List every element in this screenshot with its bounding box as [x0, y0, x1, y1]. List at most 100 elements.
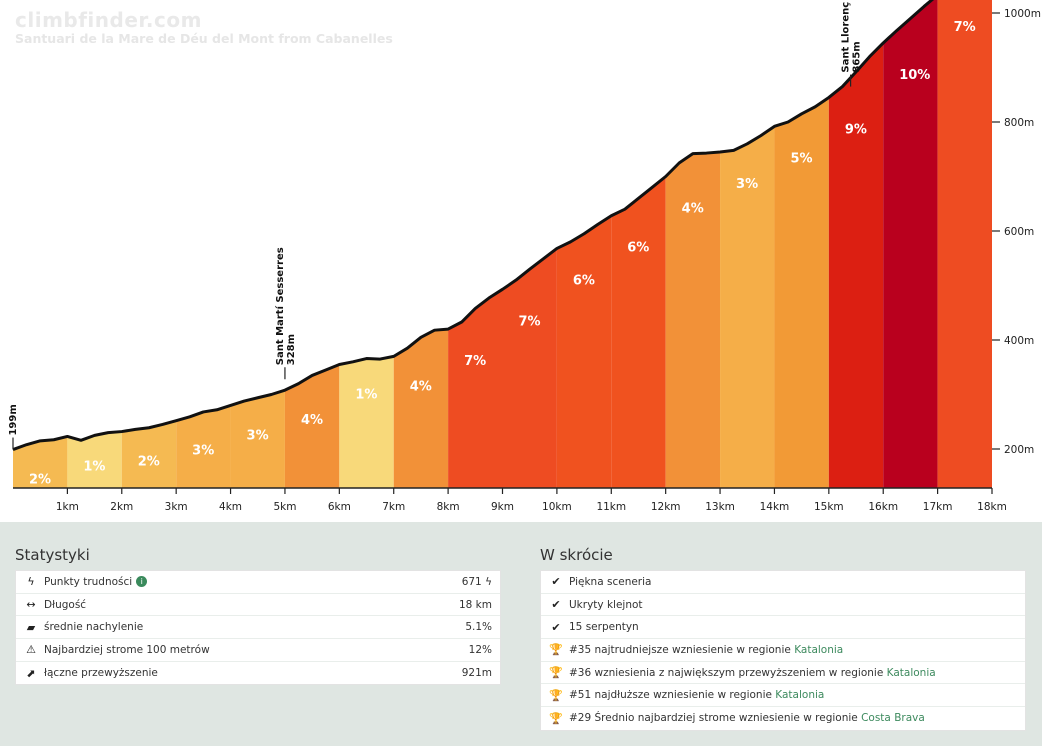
summary-row: 🏆 #51 najdłuższe wzniesienie w regionie K… [541, 684, 1025, 708]
region-link[interactable]: Costa Brava [861, 712, 925, 725]
gradient-segment-12 [611, 176, 666, 488]
check-icon: ✔ [551, 598, 561, 612]
elevation-profile-line [12, 0, 935, 451]
trophy-icon: 🏆 [549, 666, 563, 680]
brand-logo: climbfinder.com [15, 8, 202, 32]
summary-row: 🏆 #35 najtrudniejsze wzniesienie w region… [541, 639, 1025, 662]
ruler-icon: ▰ [26, 620, 36, 634]
x-tick-label: 11km [596, 501, 626, 513]
summary-row: ✔ Ukryty klejnot [541, 594, 1025, 617]
summary-row-text: #36 wzniesienia z największym przewyższe… [569, 666, 936, 679]
x-tick-label: 7km [382, 501, 405, 513]
y-tick-label: 200m [1004, 444, 1034, 456]
stats-row-label: Najbardziej strome 100 metrów [44, 643, 210, 656]
stats-section: Statystyki ϟ Punkty trudności i 671 ϟ ↔ Długo… [0, 522, 1042, 746]
arrows-horizontal-icon: ↔ [26, 598, 36, 612]
summary-row: ✔ 15 serpentyn [541, 616, 1025, 640]
segment-gradient-label: 7% [519, 314, 541, 329]
segment-gradient-label: 9% [845, 122, 867, 137]
segment-gradient-label: 5% [790, 151, 812, 166]
gradient-segment-9 [448, 289, 503, 488]
stats-title: Statystyki [15, 546, 90, 564]
y-tick-label: 400m [1004, 335, 1034, 347]
annotation-label: Sant Llorenç de Sous [841, 0, 852, 73]
annotation-label: Sant Martí Sesserres [274, 247, 286, 365]
gradient-segment-17 [883, 0, 938, 488]
segment-gradient-label: 7% [464, 354, 486, 369]
summary-row-text: #29 Średnio najbardziej strome wzniesien… [569, 712, 925, 725]
stats-row-label: Punkty trudności i [44, 576, 462, 588]
stats-row: ⚠ Najbardziej strome 100 metrów 12% [16, 639, 500, 662]
y-tick-label: 600m [1004, 226, 1034, 238]
annotation-label: 199m [8, 404, 19, 435]
check-icon: ✔ [551, 575, 561, 589]
stats-panel: Statystyki ϟ Punkty trudności i 671 ϟ ↔ Długo… [15, 542, 501, 686]
gradient-segment-4 [176, 405, 231, 488]
gradient-segment-18 [937, 0, 992, 488]
lightning-icon: ϟ [27, 575, 35, 589]
info-icon[interactable]: i [136, 576, 148, 588]
stats-row-value: 12% [468, 643, 492, 656]
stats-row: ϟ Punkty trudności i 671 ϟ [16, 571, 500, 594]
region-link[interactable]: Katalonia [794, 643, 844, 656]
segment-gradient-label: 3% [192, 444, 214, 459]
x-tick-label: 6km [328, 501, 351, 513]
gradient-segment-11 [556, 215, 612, 489]
gradient-segment-13 [665, 151, 721, 488]
x-tick-label: 17km [923, 501, 953, 513]
stats-row-label: Długość [44, 598, 87, 611]
gradient-segment-2 [67, 431, 122, 488]
segment-gradient-label: 7% [954, 20, 976, 35]
gradient-segment-6 [284, 364, 340, 488]
gradient-segment-16 [828, 42, 884, 488]
chart-line-icon: ⬈ [26, 666, 36, 680]
gradient-segment-3 [121, 420, 177, 488]
trophy-icon: 🏆 [549, 711, 563, 725]
gradient-segment-7 [339, 356, 394, 488]
x-tick-label: 16km [868, 501, 898, 513]
stats-row-value: 5.1% [465, 621, 492, 634]
stats-row-value: 921m [461, 667, 492, 680]
segment-gradient-label: 10% [899, 68, 930, 83]
x-tick-label: 14km [760, 501, 790, 513]
x-tick-label: 3km [165, 501, 188, 513]
segment-gradient-label: 2% [29, 473, 51, 488]
segment-gradient-label: 3% [736, 177, 758, 192]
summary-row: 🏆 #36 wzniesienia z największym przewyższ… [541, 662, 1025, 685]
gradient-segment-8 [393, 329, 449, 488]
elevation-profile-svg: 2% 1% 2% 3% 3% 4% 1% 4% 7% 7% 6% 6% 4% 3% 5% 9% 10% 7% 1k… [8, 0, 1041, 513]
trophy-icon: 🏆 [549, 688, 563, 702]
summary-row: ✔ Piękna sceneria [541, 571, 1025, 594]
check-icon: ✔ [551, 620, 561, 634]
stats-row: ▰ średnie nachylenie 5.1% [16, 616, 500, 640]
x-tick-label: 10km [542, 501, 572, 513]
y-tick-label: 1000m [1004, 8, 1041, 20]
gradient-segment-15 [774, 97, 829, 488]
segment-gradient-label: 6% [627, 241, 649, 256]
region-link[interactable]: Katalonia [775, 689, 825, 702]
segment-gradient-label: 4% [410, 379, 432, 394]
gradient-segment-1 [13, 436, 68, 488]
x-tick-label: 12km [651, 501, 681, 513]
summary-row-text: #35 najtrudniejsze wzniesienie w regioni… [569, 643, 844, 656]
summary-row-text: #51 najdłuższe wzniesienie w regionie Ka… [569, 689, 825, 702]
x-tick-label: 2km [110, 501, 133, 513]
annotation-label: 328m [286, 334, 297, 365]
summary-row: 🏆 #29 Średnio najbardziej strome wzniesie… [541, 707, 1025, 730]
warning-icon: ⚠ [26, 643, 36, 657]
segment-gradient-label: 6% [573, 273, 595, 288]
stats-row-label: łączne przewyższenie [44, 667, 158, 680]
stats-row: ⬈ łączne przewyższenie 921m [16, 662, 500, 685]
summary-list: ✔ Piękna sceneria ✔ Ukryty klejnot ✔ 15 serpe… [540, 570, 1026, 731]
segment-gradient-label: 2% [138, 455, 160, 470]
gradient-segment-5 [230, 390, 285, 488]
x-tick-label: 18km [977, 501, 1007, 513]
stats-row: ↔ Długość 18 km [16, 594, 500, 617]
elevation-chart: climbfinder.com Santuari de la Mare de D… [8, 0, 1041, 513]
summary-title: W skrócie [540, 546, 613, 564]
segment-gradient-label: 1% [355, 388, 377, 403]
x-tick-label: 9km [491, 501, 514, 513]
region-link[interactable]: Katalonia [886, 666, 936, 679]
gradient-segment-10 [502, 248, 557, 488]
segment-gradient-label: 1% [83, 459, 105, 474]
